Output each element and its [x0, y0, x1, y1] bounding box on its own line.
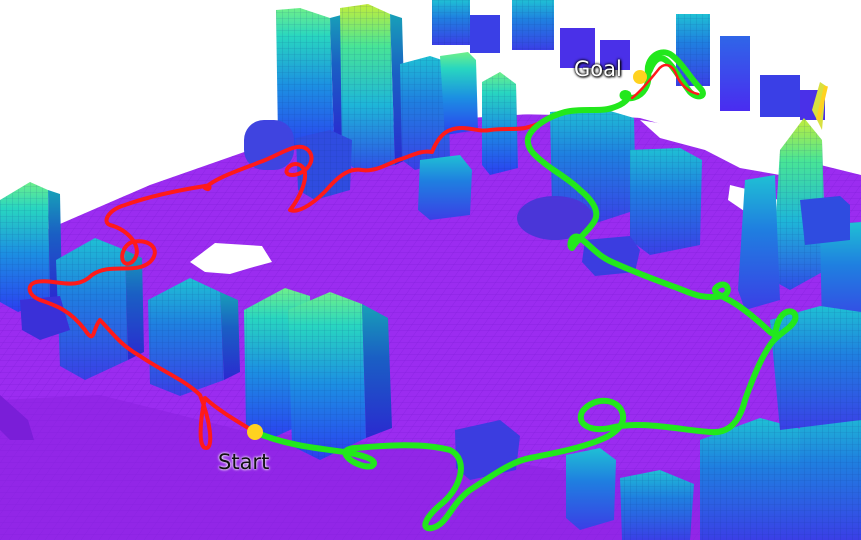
start-marker-icon [247, 424, 263, 440]
red-path [27, 112, 558, 450]
right-tower [738, 82, 861, 330]
twin-buildings [244, 288, 392, 460]
tower-antenna [816, 85, 828, 121]
goal-label: Goal [574, 57, 622, 81]
center-buildings [418, 72, 702, 276]
start-label: Start [218, 450, 270, 474]
far-buildings [432, 0, 825, 120]
left-buildings [0, 182, 240, 396]
front-right-buildings [455, 306, 861, 540]
red-path-goal-segment [630, 63, 700, 100]
goal-marker-icon [633, 70, 647, 84]
map-hole [190, 243, 272, 274]
map-hole [640, 120, 790, 175]
